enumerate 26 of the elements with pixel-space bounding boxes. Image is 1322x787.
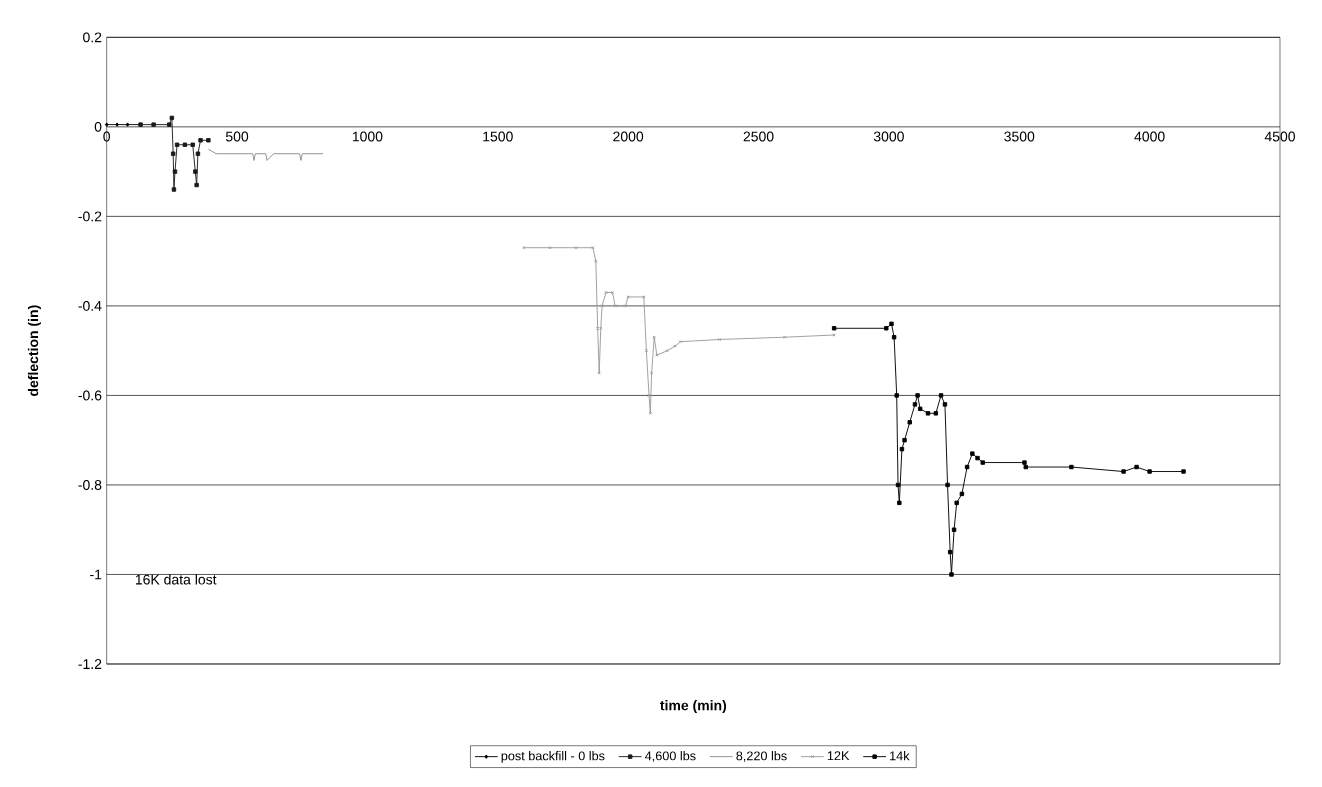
legend-label: 12K — [827, 751, 850, 761]
x-tick-label: 1500 — [483, 131, 513, 142]
y-tick-label: -0.8 — [78, 480, 102, 491]
y-tick-label: 0.2 — [83, 32, 102, 43]
x-tick-label: 2000 — [613, 131, 644, 142]
x-tick-label: 500 — [225, 131, 249, 142]
x-tick-label: 1000 — [352, 131, 383, 142]
annotation: 16K data lost — [135, 574, 217, 585]
y-tick-label: -0.6 — [78, 390, 102, 401]
x-tick-label: 4500 — [1264, 131, 1296, 142]
x-axis-title: time (min) — [660, 700, 727, 714]
x-tick-label: 4000 — [1134, 131, 1165, 142]
legend-label: 4,600 lbs — [644, 751, 696, 763]
y-axis-title: deflection (in) — [27, 305, 41, 397]
x-tick-label: 0 — [103, 131, 111, 142]
x-tick-label: 3500 — [1004, 131, 1035, 142]
y-tick-label: -1.2 — [78, 659, 102, 670]
legend-label: 14k — [890, 751, 910, 761]
y-tick-label: -0.2 — [78, 211, 102, 222]
x-tick-label: 3000 — [873, 131, 904, 142]
legend-label: post backfill - 0 lbs — [501, 751, 605, 764]
y-tick-label: 0 — [94, 122, 102, 132]
x-tick-label: 2500 — [743, 131, 774, 142]
y-tick-label: -1 — [90, 569, 102, 580]
legend-label: 8,220 lbs — [736, 751, 787, 763]
y-tick-label: -0.4 — [78, 301, 102, 312]
